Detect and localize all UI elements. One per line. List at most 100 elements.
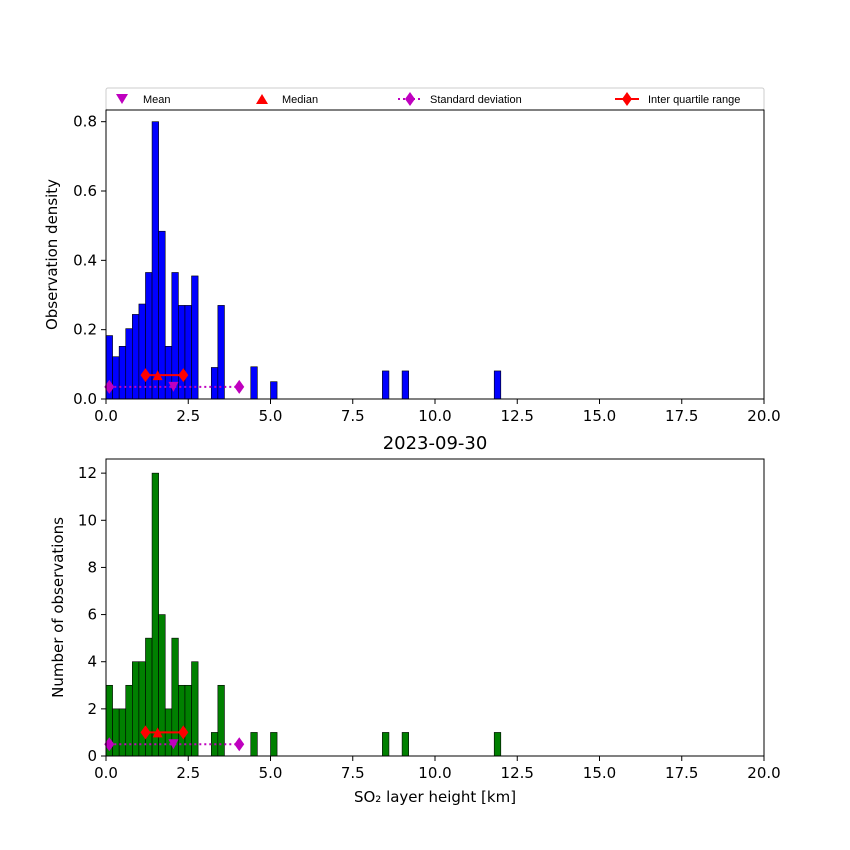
histogram-bar xyxy=(401,370,409,400)
histogram-bar xyxy=(210,367,219,400)
histogram-bar xyxy=(112,708,120,757)
chart-title-date: 2023-09-30 xyxy=(383,433,488,454)
x-tick-label: 12.5 xyxy=(501,407,534,425)
histogram-bar xyxy=(250,732,258,757)
legend-label-median: Median xyxy=(282,94,318,106)
mean-marker xyxy=(168,739,179,750)
histogram-bar xyxy=(118,708,127,757)
x-tick-label: 0.0 xyxy=(94,407,118,425)
histogram-bar xyxy=(125,328,133,400)
legend-entry-median: Median xyxy=(256,94,318,106)
histogram-bar xyxy=(178,684,186,757)
iqr-legend-icon xyxy=(622,92,632,106)
histogram-bar xyxy=(138,303,146,400)
y-tick-label: 0 xyxy=(87,747,97,765)
histogram-bar xyxy=(171,637,179,757)
histogram-bar xyxy=(184,684,192,757)
histogram-bar xyxy=(112,356,120,400)
x-tick-label: 7.5 xyxy=(341,407,365,425)
histogram-bar xyxy=(178,305,186,400)
legend: Mean Median Standard deviation Inter qua… xyxy=(105,87,765,111)
density-histogram-panel: 0.0 2.5 5.0 7.5 10.0 12.5 15.0 17.5 20.0 0.00.20… xyxy=(43,109,781,425)
histogram-bar xyxy=(217,684,225,757)
std-dev-marker xyxy=(234,737,245,752)
median-marker xyxy=(152,727,163,738)
y-tick-label: 0.2 xyxy=(73,321,97,339)
x-tick-label: 20.0 xyxy=(747,764,780,782)
legend-label-std: Standard deviation xyxy=(430,94,522,106)
y-tick-label: 6 xyxy=(87,606,97,624)
y-tick-label: 10 xyxy=(78,511,97,529)
y-tick-label: 0.4 xyxy=(73,251,97,269)
histogram-bar xyxy=(493,370,502,400)
histogram-bar xyxy=(138,661,146,757)
mean-legend-icon xyxy=(116,94,128,104)
x-tick-label: 2.5 xyxy=(176,764,200,782)
y-tick-label: 0.0 xyxy=(73,390,97,408)
histogram-bar xyxy=(171,272,179,400)
density-y-axis-label: Observation density xyxy=(43,179,61,330)
x-tick-label: 0.0 xyxy=(94,764,118,782)
y-tick-label: 0.8 xyxy=(73,113,97,131)
iqr-marker xyxy=(140,725,151,740)
histogram-bar xyxy=(184,305,192,400)
legend-entry-std: Standard deviation xyxy=(398,92,522,106)
std-legend-icon xyxy=(405,92,415,106)
legend-label-mean: Mean xyxy=(143,94,171,106)
y-tick-label: 12 xyxy=(78,464,97,482)
x-tick-label: 17.5 xyxy=(665,764,698,782)
histogram-bar xyxy=(493,732,502,757)
histogram-bar xyxy=(270,381,278,400)
histogram-bar xyxy=(191,661,199,757)
x-tick-label: 20.0 xyxy=(747,407,780,425)
histogram-bar xyxy=(151,472,159,757)
histogram-bar xyxy=(145,637,153,757)
histogram-bar xyxy=(250,366,258,400)
median-marker xyxy=(152,370,163,381)
median-legend-icon xyxy=(256,94,268,104)
legend-entry-iqr: Inter quartile range xyxy=(615,92,740,106)
std-dev-marker xyxy=(104,379,115,394)
count-y-axis-label: Number of observations xyxy=(49,517,67,698)
x-tick-label: 15.0 xyxy=(583,407,616,425)
count-x-axis-label: SO₂ layer height [km] xyxy=(354,788,516,806)
histogram-bar xyxy=(217,305,225,400)
x-tick-label: 2.5 xyxy=(176,407,200,425)
legend-label-iqr: Inter quartile range xyxy=(648,94,740,106)
iqr-marker xyxy=(178,368,189,383)
histogram-bar xyxy=(191,275,199,400)
x-tick-label: 5.0 xyxy=(259,764,283,782)
std-dev-marker xyxy=(234,379,245,394)
mean-marker xyxy=(168,381,179,392)
density-stat-markers xyxy=(104,368,245,394)
count-histogram-panel: 2023-09-30 0.0 2.5 5.0 7.5 10.0 12.5 15.0 17.5 2… xyxy=(49,433,781,806)
histogram-bar xyxy=(132,661,140,757)
y-tick-label: 4 xyxy=(87,653,97,671)
count-bars xyxy=(105,472,502,757)
histogram-bar xyxy=(401,732,409,757)
iqr-marker xyxy=(178,725,189,740)
density-y-axis-ticks: 0.0 0.2 0.4 0.6 0.8 xyxy=(73,113,106,408)
x-tick-label: 10.0 xyxy=(418,407,451,425)
x-tick-label: 12.5 xyxy=(501,764,534,782)
count-x-axis-ticks: 0.0 2.5 5.0 7.5 10.0 12.5 15.0 17.5 20.0 xyxy=(94,756,781,782)
std-dev-marker xyxy=(104,737,115,752)
histogram-bar xyxy=(270,732,278,757)
histogram-bar xyxy=(382,732,390,757)
y-tick-label: 2 xyxy=(87,700,97,718)
legend-entry-mean: Mean xyxy=(116,94,171,106)
x-tick-label: 10.0 xyxy=(418,764,451,782)
density-x-axis-ticks: 0.0 2.5 5.0 7.5 10.0 12.5 15.0 17.5 20.0 xyxy=(94,399,781,425)
y-tick-label: 0.6 xyxy=(73,182,97,200)
histogram-bar xyxy=(125,684,133,757)
y-tick-label: 8 xyxy=(87,558,97,576)
histogram-bar xyxy=(158,230,166,400)
x-tick-label: 17.5 xyxy=(665,407,698,425)
x-tick-label: 15.0 xyxy=(583,764,616,782)
count-stat-markers xyxy=(104,725,245,752)
x-tick-label: 5.0 xyxy=(259,407,283,425)
x-tick-label: 7.5 xyxy=(341,764,365,782)
histogram-bar xyxy=(151,121,159,400)
histogram-bar xyxy=(118,346,127,400)
